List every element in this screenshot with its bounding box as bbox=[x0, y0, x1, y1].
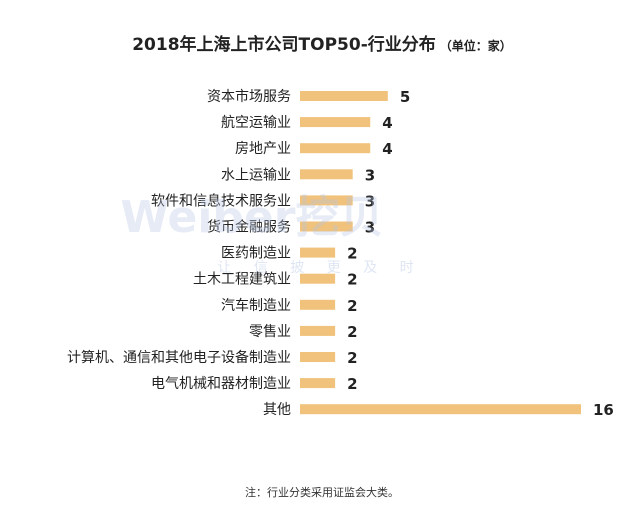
bar bbox=[300, 221, 353, 232]
bar bbox=[300, 195, 353, 206]
category-label: 资本市场服务 bbox=[207, 88, 291, 105]
value-label: 5 bbox=[400, 88, 410, 106]
bar bbox=[300, 169, 353, 180]
bar bbox=[300, 273, 336, 284]
category-label: 零售业 bbox=[249, 324, 291, 340]
chart-unit: （单位：家） bbox=[439, 39, 512, 53]
bar bbox=[300, 91, 388, 101]
category-label: 电气机械和器材制造业 bbox=[151, 376, 291, 392]
value-label: 2 bbox=[347, 323, 357, 341]
chart-title-text: 2018年上海上市公司TOP50-行业分布 bbox=[132, 35, 436, 55]
bar bbox=[300, 247, 336, 258]
category-label: 水上运输业 bbox=[221, 167, 291, 183]
bars-layer: 资本市场服务 5 航空运输业 4 房地产业 4 水上运输业 3 软件和信息技术服务业 3 货币金融服… bbox=[67, 88, 614, 419]
bar bbox=[300, 404, 581, 415]
bar bbox=[300, 117, 371, 128]
value-label: 2 bbox=[347, 271, 357, 289]
bar bbox=[300, 352, 336, 362]
value-label: 16 bbox=[593, 401, 614, 419]
bar bbox=[300, 378, 336, 389]
footnote: 注：行业分类采用证监会大类。 bbox=[245, 486, 399, 499]
value-label: 3 bbox=[365, 192, 375, 210]
category-label: 房地产业 bbox=[235, 141, 291, 157]
value-label: 3 bbox=[365, 219, 375, 237]
category-label: 土木工程建筑业 bbox=[193, 272, 291, 288]
value-label: 3 bbox=[365, 166, 375, 184]
value-label: 4 bbox=[382, 114, 392, 132]
bar bbox=[300, 299, 336, 310]
chart-title: 2018年上海上市公司TOP50-行业分布 （单位：家） bbox=[0, 30, 644, 55]
category-label: 汽车制造业 bbox=[221, 297, 291, 314]
watermark-brand: Weiber挖贝 bbox=[121, 192, 384, 243]
value-label: 2 bbox=[347, 349, 357, 367]
bar bbox=[300, 325, 336, 336]
watermark: Weiber挖贝 让 信 披 更 及 时 bbox=[121, 192, 422, 276]
category-label: 计算机、通信和其他电子设备制造业 bbox=[67, 349, 291, 366]
category-label: 货币金融服务 bbox=[207, 219, 291, 236]
category-label: 其他 bbox=[263, 402, 291, 418]
value-label: 4 bbox=[382, 140, 392, 158]
category-label: 航空运输业 bbox=[221, 115, 291, 131]
category-label: 医药制造业 bbox=[221, 246, 291, 262]
watermark-slogan: 让 信 披 更 及 时 bbox=[217, 260, 422, 276]
value-label: 2 bbox=[347, 297, 357, 315]
value-label: 2 bbox=[347, 245, 357, 263]
value-label: 2 bbox=[347, 375, 357, 393]
bar bbox=[300, 143, 371, 154]
category-label: 软件和信息技术服务业 bbox=[151, 192, 291, 209]
